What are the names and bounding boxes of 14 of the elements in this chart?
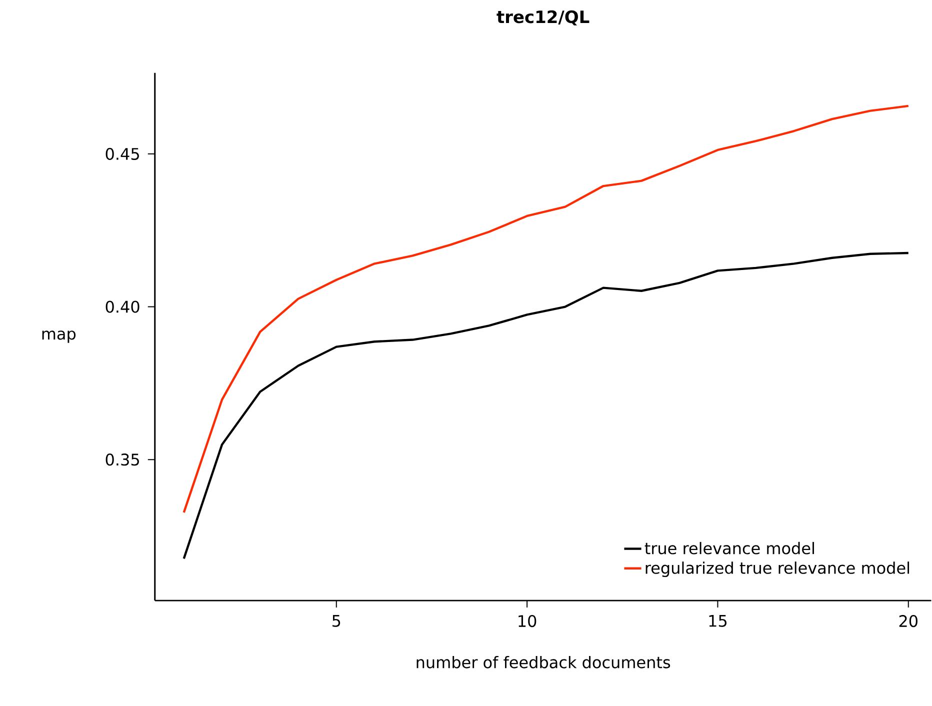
x-tick-label: 10 [518,614,536,627]
x-tick-label: 15 [709,614,726,627]
legend-label: true relevance model [644,542,814,554]
y-tick-label: 0.35 [106,453,139,466]
chart-title: trec12/QL [496,10,590,26]
legend-label: regularized true relevance model [646,561,910,577]
x-axis-title: number of feedback documents [416,656,670,668]
x-tick-label: 20 [899,614,918,627]
line-series [182,252,910,560]
y-tick-label: 0.45 [106,148,139,160]
y-axis-title: map [42,330,76,343]
x-tick-label: 5 [332,614,340,627]
y-tick-label: 0.40 [106,300,140,313]
line-series [182,104,910,514]
